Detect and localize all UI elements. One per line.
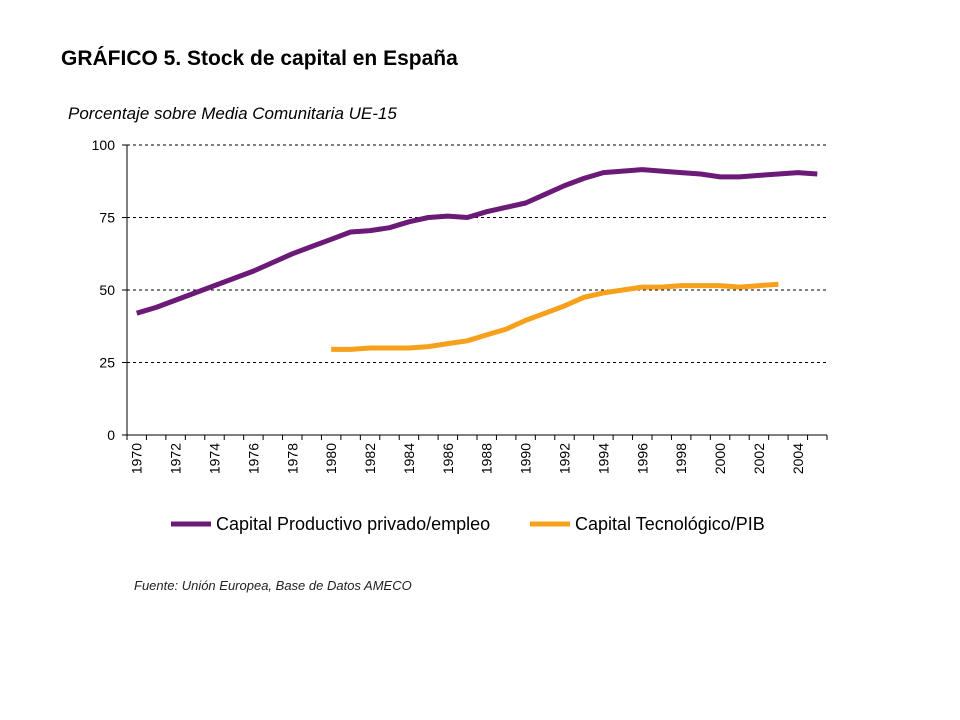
chart-title: GRÁFICO 5. Stock de capital en España bbox=[61, 47, 458, 70]
source-note: Fuente: Unión Europea, Base de Datos AME… bbox=[134, 578, 412, 593]
x-tick-label: 2000 bbox=[712, 443, 728, 474]
series-line-1 bbox=[135, 167, 818, 316]
x-tick-label: 1992 bbox=[557, 443, 573, 474]
x-tick-label: 1970 bbox=[129, 443, 145, 474]
y-tick-label: 75 bbox=[99, 210, 115, 226]
y-tick-label: 50 bbox=[99, 282, 115, 298]
legend-label: Capital Tecnológico/PIB bbox=[575, 514, 765, 534]
x-tick-label: 1996 bbox=[634, 443, 650, 474]
x-tick-label: 1976 bbox=[245, 443, 261, 474]
y-tick-labels: 0 25 50 75 100 bbox=[92, 137, 116, 443]
x-tick-label: 1974 bbox=[207, 443, 223, 474]
x-tick-label: 1982 bbox=[362, 443, 378, 474]
x-tick-label: 1998 bbox=[673, 443, 689, 474]
gridlines bbox=[127, 144, 827, 363]
x-tick-label: 1980 bbox=[323, 443, 339, 474]
series-lines bbox=[135, 167, 818, 352]
y-tick-label: 25 bbox=[99, 355, 115, 371]
x-tick-labels: 1970 1972 1974 1976 1978 1980 1982 1984 1986 1988… bbox=[129, 443, 806, 474]
x-tick-label: 1978 bbox=[284, 443, 300, 474]
legend: Capital Productivo privado/empleo Capital… bbox=[171, 514, 765, 534]
chart-subtitle: Porcentaje sobre Media Comunitaria UE-15 bbox=[68, 104, 397, 123]
x-tick-label: 1994 bbox=[595, 443, 611, 474]
x-tick-label: 1986 bbox=[440, 443, 456, 474]
y-tick-label: 0 bbox=[107, 427, 115, 443]
series-line-2 bbox=[331, 281, 779, 352]
x-tick-label: 2002 bbox=[751, 443, 767, 474]
x-tick-label: 1984 bbox=[401, 443, 417, 474]
y-tick-label: 100 bbox=[92, 137, 116, 153]
x-tick-label: 2004 bbox=[790, 443, 806, 474]
axes bbox=[122, 144, 828, 440]
x-tick-label: 1990 bbox=[518, 443, 534, 474]
x-tick-label: 1988 bbox=[479, 443, 495, 474]
legend-label: Capital Productivo privado/empleo bbox=[216, 514, 490, 534]
x-tick-label: 1972 bbox=[168, 443, 184, 474]
